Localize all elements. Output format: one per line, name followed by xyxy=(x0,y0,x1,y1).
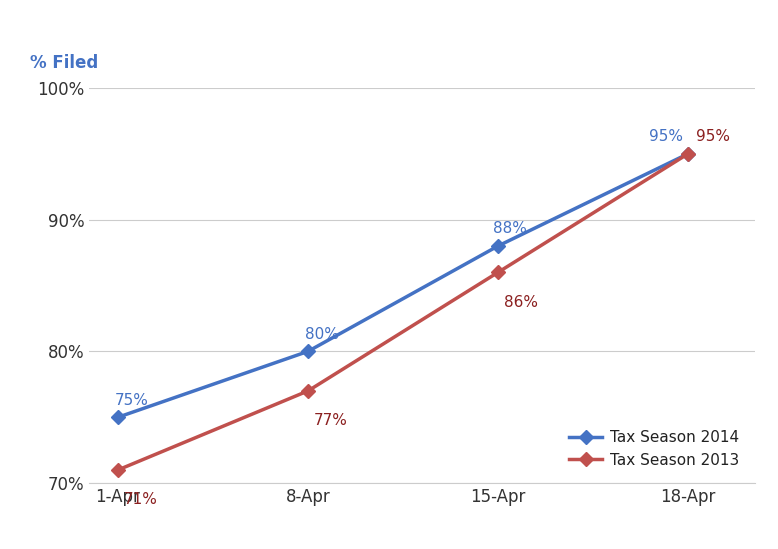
Tax Season 2013 xyxy=(493,269,503,276)
Line: Tax Season 2014: Tax Season 2014 xyxy=(113,149,693,422)
Tax Season 2013 xyxy=(683,150,692,157)
Text: 95%: 95% xyxy=(696,129,731,144)
Tax Season 2014 xyxy=(493,243,503,249)
Text: 77%: 77% xyxy=(314,413,348,428)
Text: 75%: 75% xyxy=(115,393,149,407)
Tax Season 2013 xyxy=(114,467,123,473)
Tax Season 2014 xyxy=(303,348,313,355)
Text: 80%: 80% xyxy=(305,327,339,341)
Tax Season 2014 xyxy=(114,414,123,421)
Legend: Tax Season 2014, Tax Season 2013: Tax Season 2014, Tax Season 2013 xyxy=(561,423,747,475)
Text: Filing Rate of Tax Returns: Filing Rate of Tax Returns xyxy=(177,21,601,50)
Text: 88%: 88% xyxy=(492,221,527,236)
Text: % Filed: % Filed xyxy=(30,54,98,72)
Text: 86%: 86% xyxy=(503,294,538,310)
Tax Season 2014 xyxy=(683,150,692,157)
Text: 95%: 95% xyxy=(650,129,683,144)
Line: Tax Season 2013: Tax Season 2013 xyxy=(113,149,693,475)
Text: 71%: 71% xyxy=(124,492,157,507)
Tax Season 2013 xyxy=(303,388,313,394)
